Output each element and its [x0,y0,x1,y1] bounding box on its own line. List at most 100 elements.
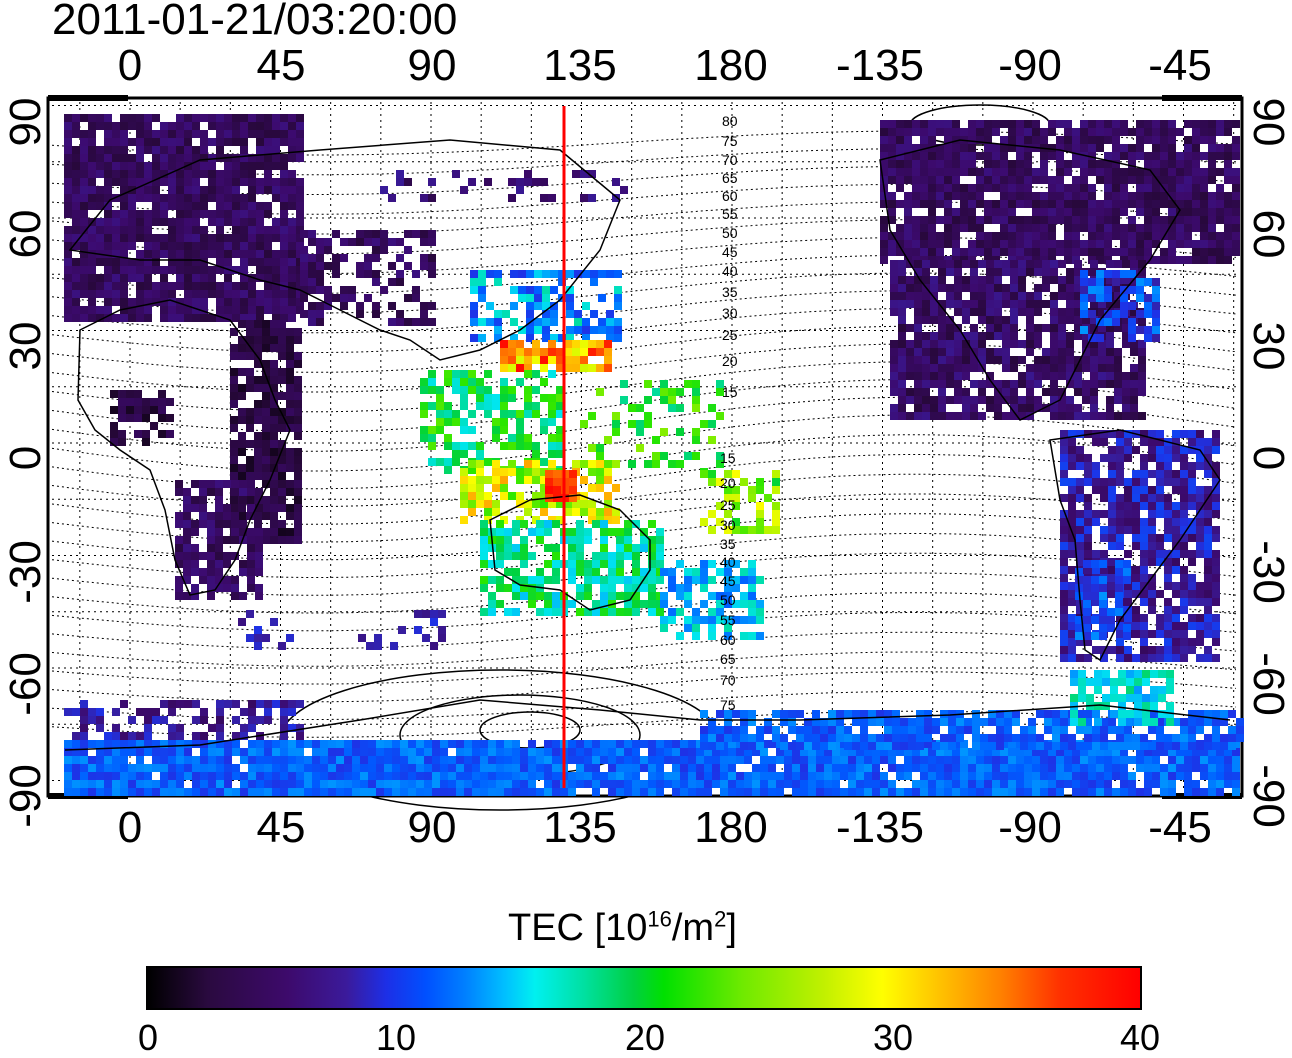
tec-cell [606,310,614,318]
tec-cell [152,756,160,764]
tec-cell [270,336,278,344]
tec-cell [286,512,294,520]
tec-cell [1112,248,1120,256]
tec-cell [968,136,976,144]
tec-cell [938,268,946,276]
tec-cell [592,600,600,608]
tec-cell [286,456,294,464]
tec-cell [1088,286,1096,294]
tec-cell [360,756,368,764]
tec-cell [624,788,632,796]
tec-cell [500,348,508,356]
tec-cell [840,756,848,764]
tec-cell [1176,240,1184,248]
tec-cell [152,780,160,788]
tec-cell [1232,216,1240,224]
tec-cell [200,226,208,234]
tec-cell [1192,192,1200,200]
tec-cell [992,176,1000,184]
tec-cell [1216,128,1224,136]
tec-cell [80,162,88,170]
tec-cell [280,178,288,186]
tec-cell [608,528,616,536]
tec-cell [1000,192,1008,200]
tec-cell [1196,614,1204,622]
tec-cell [992,240,1000,248]
tec-cell [460,442,468,450]
tec-cell [984,184,992,192]
tec-cell [64,266,72,274]
tec-cell [640,740,648,748]
tec-cell [938,388,946,396]
tec-cell [1032,224,1040,232]
tec-cell [1164,518,1172,526]
tec-cell [296,748,304,756]
tec-cell [700,616,708,624]
tec-cell [1074,372,1082,380]
tec-cell [904,136,912,144]
tec-cell [994,268,1002,276]
tec-cell [704,764,712,772]
tec-cell [262,464,270,472]
tec-cell [1010,332,1018,340]
tec-cell [1008,780,1016,788]
tec-cell [152,764,160,772]
tec-cell [1000,176,1008,184]
tec-cell [512,568,520,576]
tec-cell [812,742,820,750]
tec-cell [96,772,104,780]
tec-cell [1120,200,1128,208]
tec-cell [1212,526,1220,534]
tec-cell [416,788,424,796]
tec-cell [656,772,664,780]
tec-cell [976,152,984,160]
tec-cell [500,340,508,348]
tec-cell [978,284,986,292]
tec-cell [688,740,696,748]
tec-cell [1144,160,1152,168]
tec-cell [1200,208,1208,216]
tec-cell [240,290,248,298]
tec-cell [744,780,752,788]
tec-cell [320,772,328,780]
tec-cell [992,216,1000,224]
tec-cell [1091,632,1099,640]
tec-cell [1100,526,1108,534]
tec-cell [852,742,860,750]
tec-cell [240,788,248,796]
tec-cell [1116,542,1124,550]
tec-cell [96,780,104,788]
tec-cell [1024,192,1032,200]
tec-cell [1112,184,1120,192]
tec-cell [672,740,680,748]
tec-cell [1124,446,1132,454]
tec-cell [676,460,684,468]
tec-cell [1180,478,1188,486]
tec-cell [536,788,544,796]
tec-cell [388,238,396,246]
tec-cell [500,356,508,364]
tec-cell [240,210,248,218]
tec-cell [1136,144,1144,152]
tec-cell [928,208,936,216]
tec-cell [192,772,200,780]
tec-cell [1096,780,1104,788]
tec-cell [1160,152,1168,160]
tec-cell [464,756,472,764]
tec-cell [928,772,936,780]
tec-cell [215,496,223,504]
tec-cell [240,250,248,258]
tec-cell [286,464,294,472]
tec-cell [1152,136,1160,144]
tec-cell [1156,622,1164,630]
tec-cell [1128,326,1136,334]
tec-cell [1148,446,1156,454]
tec-cell [920,772,928,780]
tec-cell [262,336,270,344]
tec-cell [624,764,632,772]
tec-cell [1088,168,1096,176]
tec-cell [1120,192,1128,200]
tec-cell [928,152,936,160]
tec-cell [1096,294,1104,302]
tec-cell [1048,144,1056,152]
